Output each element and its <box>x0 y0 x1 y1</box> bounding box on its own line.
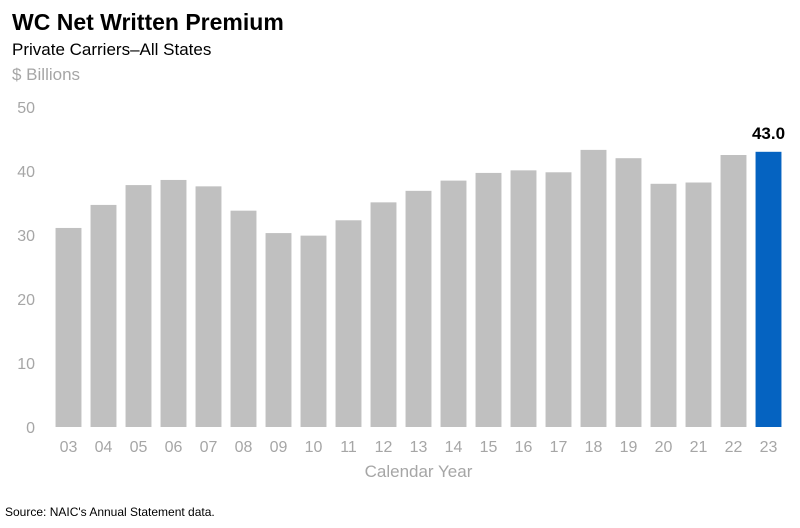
bar <box>55 227 82 427</box>
x-tick-label: 04 <box>95 439 113 456</box>
x-tick-label: 22 <box>725 439 743 456</box>
bar <box>230 210 257 427</box>
bar <box>370 202 397 427</box>
bar <box>300 235 327 427</box>
x-tick-label: 10 <box>305 439 323 456</box>
x-tick-label: 13 <box>410 439 428 456</box>
x-tick-label: 14 <box>445 439 463 456</box>
x-tick-label: 21 <box>690 439 708 456</box>
y-tick-label: 50 <box>17 100 35 117</box>
bar <box>335 220 362 427</box>
x-tick-label: 07 <box>200 439 218 456</box>
x-tick-label: 09 <box>270 439 288 456</box>
bar <box>160 179 187 427</box>
bar <box>580 149 607 427</box>
x-tick-label: 17 <box>550 439 568 456</box>
x-tick-label: 12 <box>375 439 393 456</box>
bar <box>650 183 677 427</box>
x-tick-label: 15 <box>480 439 498 456</box>
y-tick-label: 30 <box>17 228 35 245</box>
x-tick-label: 08 <box>235 439 253 456</box>
x-tick-label: 23 <box>760 439 778 456</box>
bar <box>440 180 467 427</box>
bar <box>90 204 117 427</box>
x-tick-label: 05 <box>130 439 148 456</box>
bar <box>615 158 642 427</box>
x-tick-label: 19 <box>620 439 638 456</box>
x-tick-label: 06 <box>165 439 183 456</box>
source-note: Source: NAIC's Annual Statement data. <box>5 505 215 519</box>
chart-title: WC Net Written Premium <box>12 9 284 35</box>
x-axis-title: Calendar Year <box>365 462 473 481</box>
y-tick-label: 10 <box>17 356 35 373</box>
bar <box>510 170 537 428</box>
y-axis-unit-label: $ Billions <box>12 65 81 84</box>
y-tick-label: 0 <box>26 420 35 437</box>
y-tick-label: 20 <box>17 292 35 309</box>
bar <box>265 233 292 427</box>
bar <box>685 182 712 427</box>
bar-highlight <box>755 151 782 428</box>
x-tick-label: 03 <box>60 439 78 456</box>
bar <box>475 172 502 427</box>
bar <box>125 185 152 427</box>
data-label: 43.0 <box>752 124 785 143</box>
bar <box>195 186 222 427</box>
x-tick-label: 11 <box>340 439 357 456</box>
chart-subtitle: Private Carriers–All States <box>12 40 212 59</box>
x-tick-label: 20 <box>655 439 673 456</box>
x-tick-label: 16 <box>515 439 533 456</box>
x-tick-label: 18 <box>585 439 603 456</box>
bar <box>545 172 572 427</box>
bar <box>405 190 432 427</box>
bar <box>720 155 747 427</box>
y-tick-label: 40 <box>17 164 35 181</box>
